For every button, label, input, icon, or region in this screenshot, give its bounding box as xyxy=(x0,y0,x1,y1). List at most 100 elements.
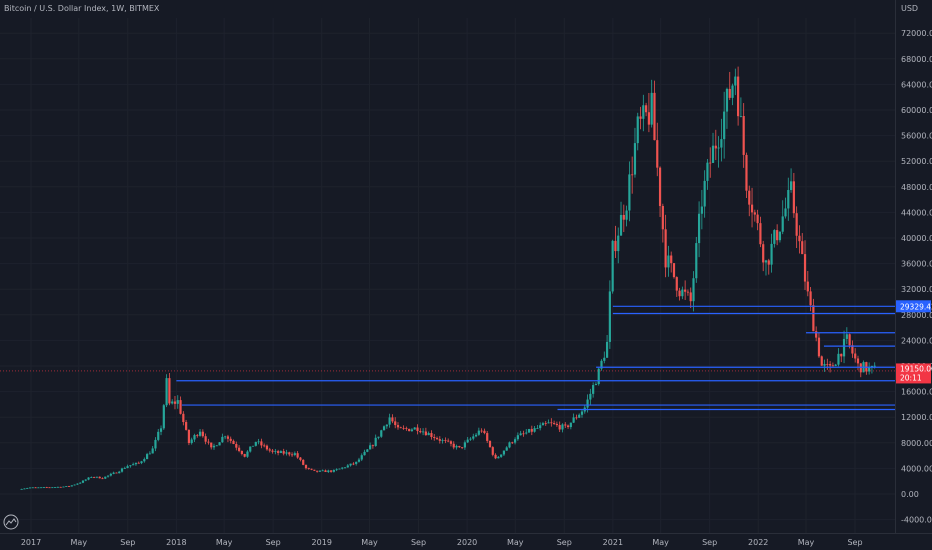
candle-body xyxy=(93,477,96,478)
candle-body xyxy=(263,445,266,447)
x-tick-label: May xyxy=(71,538,88,547)
candle-body xyxy=(566,425,570,428)
candle-body xyxy=(580,411,584,415)
y-tick-label: 8000.00 xyxy=(901,439,932,448)
candle-body xyxy=(762,244,765,263)
candle-body xyxy=(190,439,193,444)
candle-body xyxy=(477,430,480,435)
candle-body xyxy=(285,452,288,454)
candle-body xyxy=(271,450,274,452)
candle-body xyxy=(399,427,402,429)
candle-body xyxy=(469,438,472,440)
time-axis[interactable]: 2017 May Sep 2018 May Sep 2019 May Sep 2020 May Sep… xyxy=(21,538,863,547)
candle-body xyxy=(709,162,712,164)
currency-label: USD xyxy=(901,4,918,13)
candle-body xyxy=(410,429,414,432)
candle-body xyxy=(257,441,260,443)
candle-body xyxy=(62,486,65,488)
y-tick-label: -4000.00 xyxy=(901,516,932,525)
candle-body xyxy=(650,92,653,125)
candle-body xyxy=(787,190,790,209)
candle-body xyxy=(770,243,773,265)
candle-body xyxy=(831,365,834,367)
candle-body xyxy=(28,487,32,489)
candle-body xyxy=(798,235,801,242)
candle-body xyxy=(494,454,497,459)
candle-body xyxy=(848,334,851,346)
candle-body xyxy=(564,424,567,426)
candle-body xyxy=(352,463,355,465)
candle-body xyxy=(65,486,68,488)
candle-body xyxy=(631,174,634,176)
candle-body xyxy=(575,417,578,419)
candle-body xyxy=(279,451,283,453)
candle-body xyxy=(815,331,818,338)
candle-body xyxy=(151,448,154,454)
candle-body xyxy=(31,487,34,489)
candle-body xyxy=(299,457,302,460)
candle-body xyxy=(455,445,458,448)
candle-body xyxy=(488,440,492,448)
candle-body xyxy=(856,358,860,364)
candle-body xyxy=(218,442,221,446)
candle-body xyxy=(324,470,327,473)
candle-body xyxy=(56,486,59,488)
candle-body xyxy=(806,281,809,292)
candle-body xyxy=(182,413,185,423)
candle-body xyxy=(332,470,335,472)
candle-body xyxy=(171,401,174,404)
candle-body xyxy=(187,429,191,444)
candle-body xyxy=(706,162,709,181)
candle-body xyxy=(235,443,238,448)
candle-body xyxy=(165,378,168,406)
candle-body xyxy=(725,88,729,112)
candle-body xyxy=(221,436,224,443)
candle-body xyxy=(483,430,486,434)
candle-body xyxy=(692,278,695,302)
candle-body xyxy=(491,447,494,455)
candle-body xyxy=(458,445,461,448)
candle-body xyxy=(282,451,285,454)
candle-body xyxy=(59,486,62,488)
candle-body xyxy=(527,429,531,433)
x-tick-label: Sep xyxy=(266,538,281,547)
candle-body xyxy=(137,462,140,464)
y-tick-label: 32000.00 xyxy=(901,285,932,294)
candle-body xyxy=(391,417,394,422)
candle-body xyxy=(553,423,556,424)
candle-body xyxy=(427,433,430,436)
candle-body xyxy=(42,487,46,489)
candle-body xyxy=(363,451,366,456)
candle-body xyxy=(249,446,252,452)
candle-body xyxy=(645,105,648,113)
candle-body xyxy=(196,435,199,436)
candle-body xyxy=(416,427,419,432)
candle-body xyxy=(341,467,344,469)
candle-body xyxy=(179,400,182,414)
candle-body xyxy=(555,423,559,426)
candle-body xyxy=(711,145,715,163)
candle-body xyxy=(717,147,720,149)
candle-body xyxy=(603,357,606,361)
tradingview-logo-icon[interactable] xyxy=(3,514,19,530)
candle-body xyxy=(419,431,422,433)
candle-body xyxy=(246,451,249,457)
candle-body xyxy=(338,468,341,470)
candle-body xyxy=(237,447,241,451)
candle-body xyxy=(405,428,408,429)
candle-body xyxy=(109,473,112,476)
candle-body xyxy=(600,360,603,369)
candle-body xyxy=(611,240,614,292)
candle-body xyxy=(658,167,662,206)
candle-body xyxy=(767,260,770,265)
candle-body xyxy=(20,488,23,490)
y-tick-label: 4000.00 xyxy=(901,464,932,473)
candle-body xyxy=(302,459,305,465)
candle-body xyxy=(561,424,564,430)
candle-body xyxy=(148,453,151,455)
candle-body xyxy=(547,422,550,424)
candle-body xyxy=(614,240,617,252)
candle-body xyxy=(143,459,146,462)
candle-body xyxy=(441,440,444,441)
